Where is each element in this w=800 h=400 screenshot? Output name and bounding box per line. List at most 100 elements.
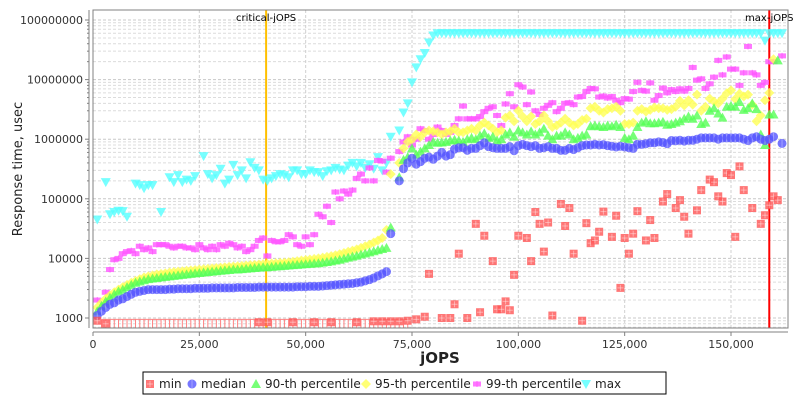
data-point — [228, 160, 239, 170]
data-point — [246, 246, 255, 253]
data-point — [276, 238, 285, 245]
data-point — [488, 103, 497, 110]
data-point — [178, 243, 187, 250]
data-point — [561, 221, 570, 230]
data-point — [394, 126, 405, 136]
data-point — [595, 94, 604, 101]
data-point — [527, 257, 536, 266]
data-point — [701, 85, 710, 92]
data-point — [476, 113, 485, 120]
data-point — [471, 115, 480, 122]
data-point — [386, 317, 395, 326]
data-point — [459, 103, 468, 110]
data-point — [322, 203, 331, 210]
data-point — [148, 248, 157, 255]
data-point — [317, 172, 328, 182]
data-point — [127, 247, 136, 254]
data-point — [236, 166, 247, 176]
data-point — [607, 232, 616, 241]
legend-item: min — [146, 377, 182, 391]
data-point — [241, 174, 252, 184]
legend-label: median — [201, 377, 246, 391]
data-point — [144, 244, 153, 251]
data-point — [714, 192, 723, 201]
data-point — [403, 316, 412, 325]
data-point — [233, 244, 242, 251]
data-point — [768, 109, 779, 119]
data-point — [569, 101, 578, 108]
data-point — [114, 255, 123, 262]
data-point — [147, 181, 158, 191]
data-point — [734, 97, 745, 107]
data-point — [743, 89, 754, 100]
data-point — [283, 173, 294, 183]
data-point — [599, 93, 608, 100]
data-point — [301, 233, 310, 240]
data-point — [735, 162, 744, 171]
data-points — [92, 29, 788, 328]
data-point — [407, 143, 417, 153]
data-point — [173, 171, 184, 181]
data-point — [578, 316, 587, 325]
data-point — [727, 66, 735, 73]
data-point — [318, 213, 327, 220]
data-point — [385, 222, 396, 232]
data-point — [395, 148, 404, 155]
data-point — [165, 243, 174, 250]
data-point — [398, 108, 409, 118]
data-point — [590, 85, 599, 92]
data-point — [140, 246, 149, 253]
data-point — [518, 84, 527, 91]
x-tick-label: 75,000 — [393, 338, 432, 351]
data-point — [493, 112, 502, 119]
data-point — [310, 231, 319, 238]
data-point — [552, 108, 561, 115]
data-point — [293, 241, 302, 248]
data-point — [339, 188, 348, 195]
data-point — [670, 101, 681, 112]
data-point — [616, 283, 625, 292]
data-point — [479, 128, 490, 138]
data-point — [510, 270, 519, 279]
data-point — [684, 229, 693, 238]
data-point — [381, 267, 391, 277]
data-point — [437, 314, 446, 322]
data-point — [504, 110, 515, 121]
data-point — [760, 95, 771, 106]
data-point — [510, 103, 519, 110]
data-point — [446, 314, 455, 322]
data-point — [671, 204, 680, 213]
data-point — [476, 308, 485, 317]
data-point — [509, 116, 520, 127]
data-point — [756, 82, 765, 89]
x-axis-title: jOPS — [419, 349, 460, 367]
data-point — [687, 99, 698, 110]
data-point — [297, 243, 306, 250]
data-point — [544, 218, 553, 227]
data-point — [534, 116, 545, 127]
data-point — [338, 166, 349, 176]
data-point — [581, 113, 592, 124]
data-point — [548, 311, 557, 320]
data-point — [603, 95, 612, 102]
data-point — [527, 88, 536, 95]
legend-item: max — [581, 377, 621, 391]
data-point — [612, 211, 621, 220]
data-point — [684, 85, 693, 92]
data-point — [548, 99, 557, 106]
data-point — [735, 82, 744, 89]
data-point — [586, 85, 595, 92]
data-point — [607, 93, 616, 100]
y-tick-label: 100000 — [41, 193, 83, 206]
data-point — [744, 43, 753, 50]
legend-box — [142, 371, 667, 395]
data-point — [628, 117, 639, 128]
data-point — [263, 318, 272, 327]
data-point — [658, 85, 667, 92]
data-point — [415, 146, 426, 156]
data-point — [271, 238, 280, 245]
data-point — [355, 158, 366, 168]
series-min — [93, 162, 782, 328]
data-point — [680, 88, 689, 95]
data-point — [582, 219, 591, 228]
